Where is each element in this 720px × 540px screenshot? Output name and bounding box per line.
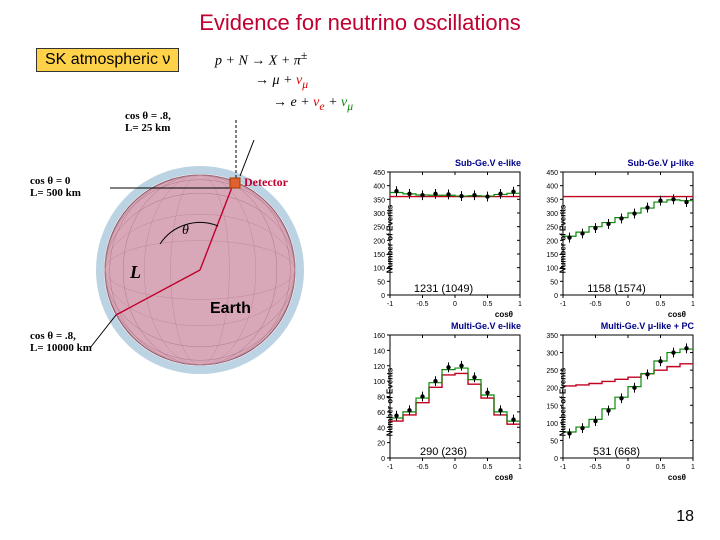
- chart-ylabel: Number of Events: [386, 204, 395, 272]
- svg-text:200: 200: [373, 238, 385, 245]
- detector-label: Detector: [244, 176, 288, 189]
- decay-formula: p + N → X + π± → μ + νμ → e + νe + νμ: [215, 48, 353, 116]
- svg-text:-0.5: -0.5: [589, 464, 601, 471]
- charts-grid: 050100150200250300350400450-1-0.500.51Su…: [360, 160, 700, 480]
- svg-text:1: 1: [691, 464, 695, 471]
- formula-line-2: → μ + νμ: [215, 71, 353, 93]
- earth-label: cos θ = 0L= 500 km: [30, 175, 81, 199]
- earth-diagram: θ cos θ = 0L= 500 kmcos θ = .8,L= 25 kmc…: [30, 120, 330, 400]
- svg-text:120: 120: [373, 364, 385, 371]
- svg-text:450: 450: [373, 170, 385, 177]
- svg-text:60: 60: [377, 410, 385, 417]
- svg-text:50: 50: [377, 279, 385, 286]
- svg-text:300: 300: [373, 211, 385, 218]
- svg-text:400: 400: [546, 184, 558, 191]
- svg-text:250: 250: [546, 225, 558, 232]
- svg-text:150: 150: [546, 403, 558, 410]
- svg-text:160: 160: [373, 333, 385, 340]
- svg-text:50: 50: [550, 279, 558, 286]
- earth-center-label: Earth: [210, 300, 251, 318]
- svg-text:350: 350: [546, 197, 558, 204]
- chart-xlabel: cosθ: [668, 473, 686, 482]
- chart-title: Sub-Ge.V e-like: [455, 158, 521, 168]
- svg-text:100: 100: [373, 266, 385, 273]
- svg-text:0: 0: [554, 456, 558, 463]
- chart-multi-gev-e: 0 20 40 60 80 100 120 140 160 -1 -0.5 0 0.5 1 Multi-Ge…: [360, 323, 527, 480]
- chart-counts: 1231 (1049): [414, 283, 473, 295]
- svg-text:-0.5: -0.5: [589, 301, 601, 308]
- sk-badge: SK atmospheric ν: [36, 48, 179, 72]
- chart-title: Multi-Ge.V μ-like + PC: [601, 321, 694, 331]
- chart-multi-gev-mu-pc: 0 50 100 150 200 250 300 350 -1 -0.5 0 0.5 1 Multi-Ge…: [533, 323, 700, 480]
- svg-text:0: 0: [626, 464, 630, 471]
- chart-title: Multi-Ge.V e-like: [451, 321, 521, 331]
- svg-text:250: 250: [373, 225, 385, 232]
- svg-text:250: 250: [546, 368, 558, 375]
- chart-counts: 531 (668): [593, 446, 640, 458]
- svg-text:-1: -1: [387, 464, 393, 471]
- svg-text:80: 80: [377, 395, 385, 402]
- chart-xlabel: cosθ: [495, 473, 513, 482]
- page-number: 18: [676, 508, 694, 526]
- svg-text:-0.5: -0.5: [416, 464, 428, 471]
- svg-text:0.5: 0.5: [656, 464, 666, 471]
- svg-text:200: 200: [546, 238, 558, 245]
- earth-L-label: L: [130, 262, 141, 283]
- earth-label: cos θ = .8,L= 10000 km: [30, 330, 92, 354]
- svg-text:0: 0: [453, 464, 457, 471]
- svg-text:150: 150: [373, 252, 385, 259]
- svg-text:40: 40: [377, 425, 385, 432]
- chart-ylabel: Number of Events: [559, 204, 568, 272]
- chart-title: Sub-Ge.V μ-like: [627, 158, 694, 168]
- page-title: Evidence for neutrino oscillations: [0, 10, 720, 36]
- svg-text:0.5: 0.5: [656, 301, 666, 308]
- svg-text:100: 100: [546, 266, 558, 273]
- svg-text:300: 300: [546, 351, 558, 358]
- svg-text:100: 100: [546, 421, 558, 428]
- chart-sub-gev-mu: 0 50 100 150 200 250 300 350 400 450 -1 -0.5 0 0.5 1 Su…: [533, 160, 700, 317]
- svg-text:1: 1: [518, 464, 522, 471]
- svg-text:-0.5: -0.5: [416, 301, 428, 308]
- earth-label: cos θ = .8,L= 25 km: [125, 110, 171, 134]
- svg-text:0: 0: [554, 293, 558, 300]
- svg-text:200: 200: [546, 386, 558, 393]
- svg-text:400: 400: [373, 184, 385, 191]
- chart-counts: 1158 (1574): [587, 283, 646, 295]
- svg-text:0: 0: [381, 293, 385, 300]
- svg-text:0: 0: [381, 456, 385, 463]
- svg-text:0: 0: [453, 301, 457, 308]
- svg-text:150: 150: [546, 252, 558, 259]
- chart-ylabel: Number of Events: [386, 367, 395, 435]
- svg-text:350: 350: [546, 333, 558, 340]
- svg-text:0.5: 0.5: [483, 464, 493, 471]
- svg-text:450: 450: [546, 170, 558, 177]
- svg-text:50: 50: [550, 438, 558, 445]
- formula-line-1: p + N → X + π±: [215, 48, 353, 71]
- svg-text:140: 140: [373, 348, 385, 355]
- svg-text:1: 1: [518, 301, 522, 308]
- svg-text:-1: -1: [387, 301, 393, 308]
- svg-text:0: 0: [626, 301, 630, 308]
- svg-text:100: 100: [373, 379, 385, 386]
- svg-text:θ: θ: [182, 223, 189, 238]
- chart-xlabel: cosθ: [495, 310, 513, 319]
- chart-xlabel: cosθ: [668, 310, 686, 319]
- svg-text:-1: -1: [560, 301, 566, 308]
- svg-text:300: 300: [546, 211, 558, 218]
- formula-line-3: → e + νe + νμ: [215, 93, 353, 115]
- svg-text:20: 20: [377, 441, 385, 448]
- chart-counts: 290 (236): [420, 446, 467, 458]
- svg-text:350: 350: [373, 197, 385, 204]
- svg-text:-1: -1: [560, 464, 566, 471]
- chart-sub-gev-e: 0 50 100 150 200 250 300 350 400 450 -1 -0.5 0 0.5 1 Su…: [360, 160, 527, 317]
- svg-text:0.5: 0.5: [483, 301, 493, 308]
- svg-text:1: 1: [691, 301, 695, 308]
- chart-ylabel: Number of Events: [559, 367, 568, 435]
